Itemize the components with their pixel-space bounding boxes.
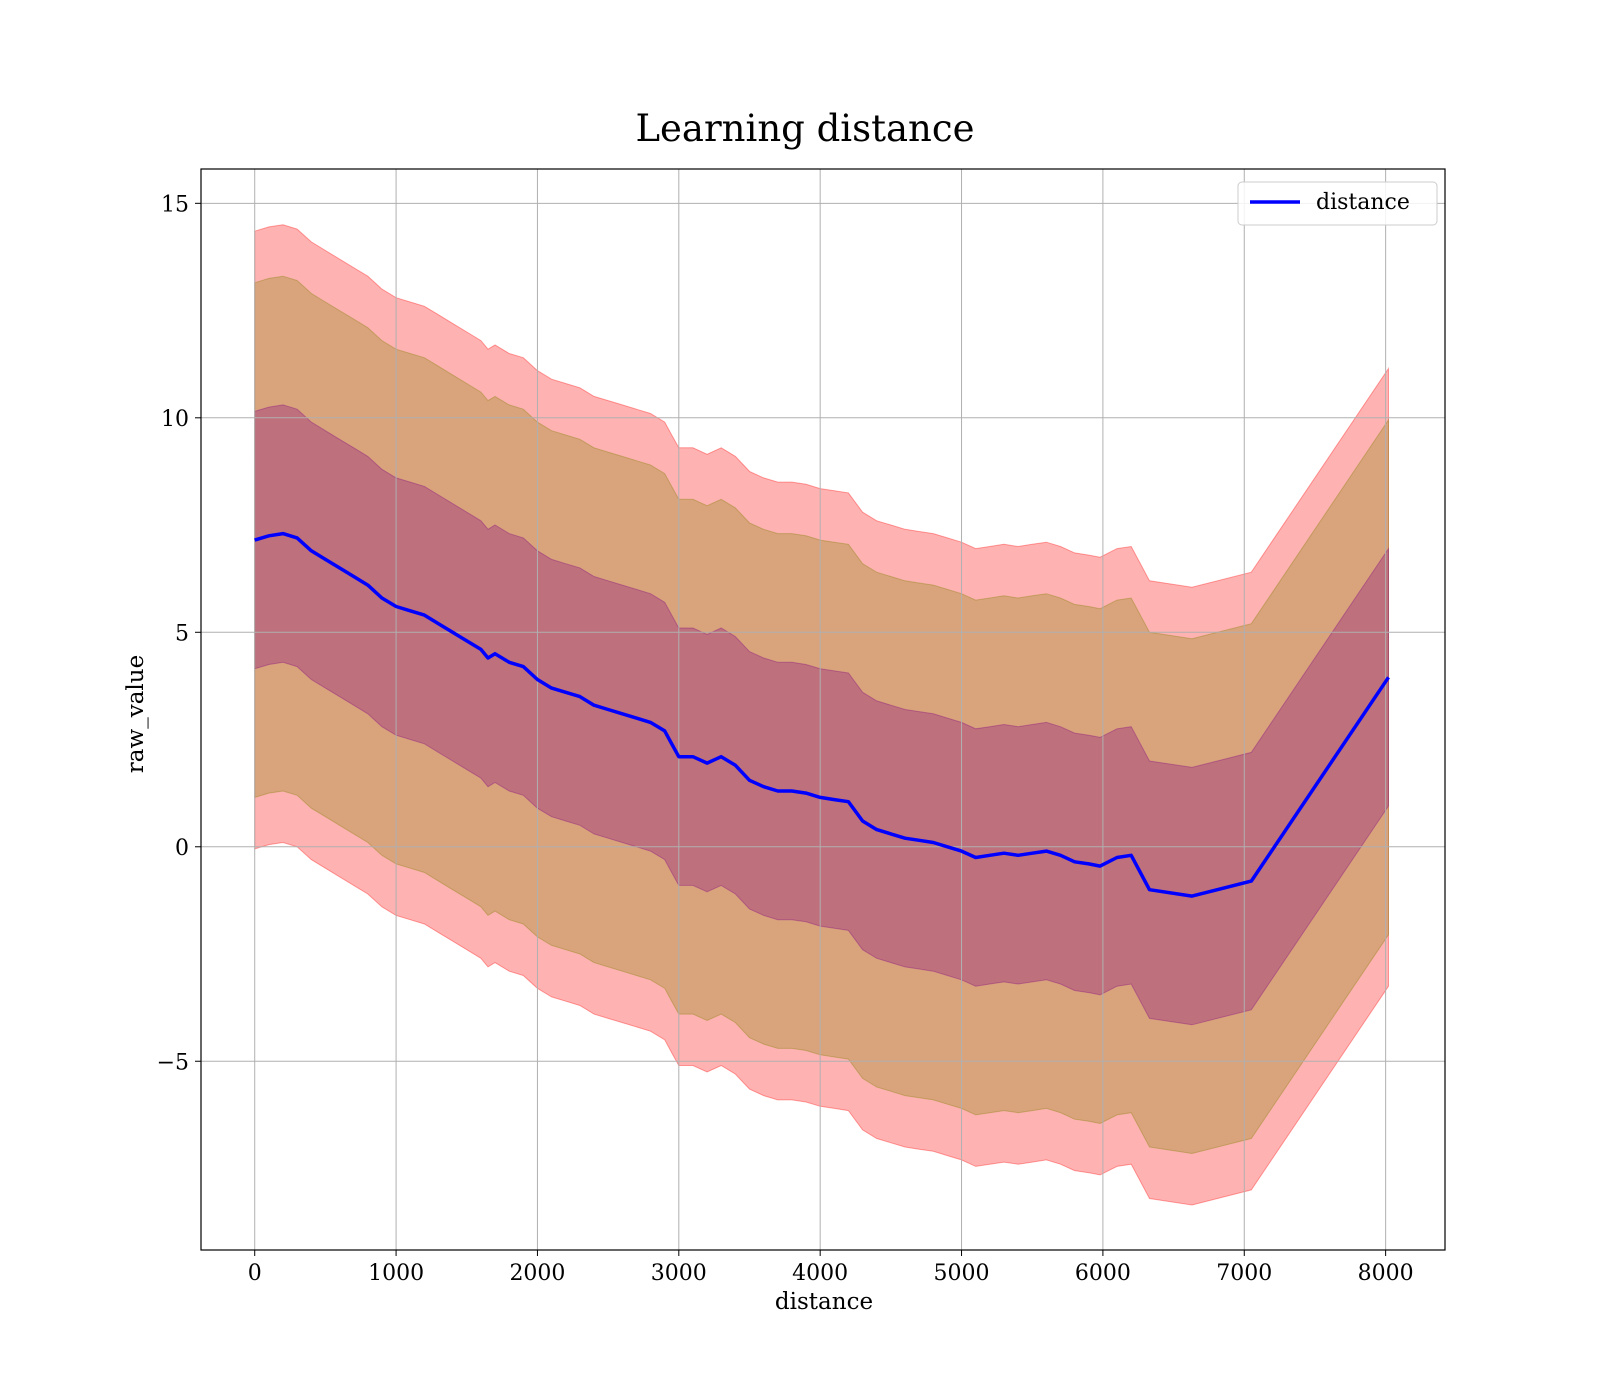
band-middle bbox=[254, 275, 1389, 1155]
x-tick-label: 6000 bbox=[1075, 1261, 1131, 1286]
legend-box bbox=[1237, 181, 1438, 226]
x-tick-label: 1000 bbox=[368, 1261, 424, 1286]
y-axis-label: raw_value bbox=[123, 655, 149, 773]
x-axis-ticks: 0 1000 2000 3000 4000 5000 6000 7000 8000 bbox=[248, 1250, 1414, 1286]
band-outer bbox=[254, 224, 1389, 1206]
x-tick-label: 2000 bbox=[509, 1261, 565, 1286]
x-axis-label: distance bbox=[775, 1289, 873, 1315]
y-axis-ticks: −5 0 5 10 15 bbox=[157, 192, 201, 1075]
x-tick-label: 8000 bbox=[1358, 1261, 1414, 1286]
y-tick-label: 10 bbox=[161, 407, 189, 432]
grid-lines bbox=[201, 169, 1445, 1250]
y-tick-label: 15 bbox=[161, 192, 189, 217]
x-tick-label: 0 bbox=[248, 1261, 262, 1286]
chart-title: Learning distance bbox=[635, 107, 974, 150]
y-tick-label: −5 bbox=[157, 1050, 189, 1075]
x-tick-label: 7000 bbox=[1216, 1261, 1272, 1286]
y-tick-label: 5 bbox=[175, 621, 189, 646]
x-tick-label: 5000 bbox=[934, 1261, 990, 1286]
plot-frame bbox=[200, 168, 1446, 1251]
legend-entry-distance: distance bbox=[1316, 190, 1410, 215]
error-bands bbox=[254, 224, 1389, 1206]
x-tick-label: 4000 bbox=[792, 1261, 848, 1286]
series-line-distance bbox=[254, 531, 1390, 898]
legend: distance bbox=[1237, 181, 1438, 226]
line-layer bbox=[254, 531, 1390, 898]
y-tick-label: 0 bbox=[175, 836, 189, 861]
x-tick-label: 3000 bbox=[651, 1261, 707, 1286]
band-inner bbox=[254, 404, 1389, 1026]
